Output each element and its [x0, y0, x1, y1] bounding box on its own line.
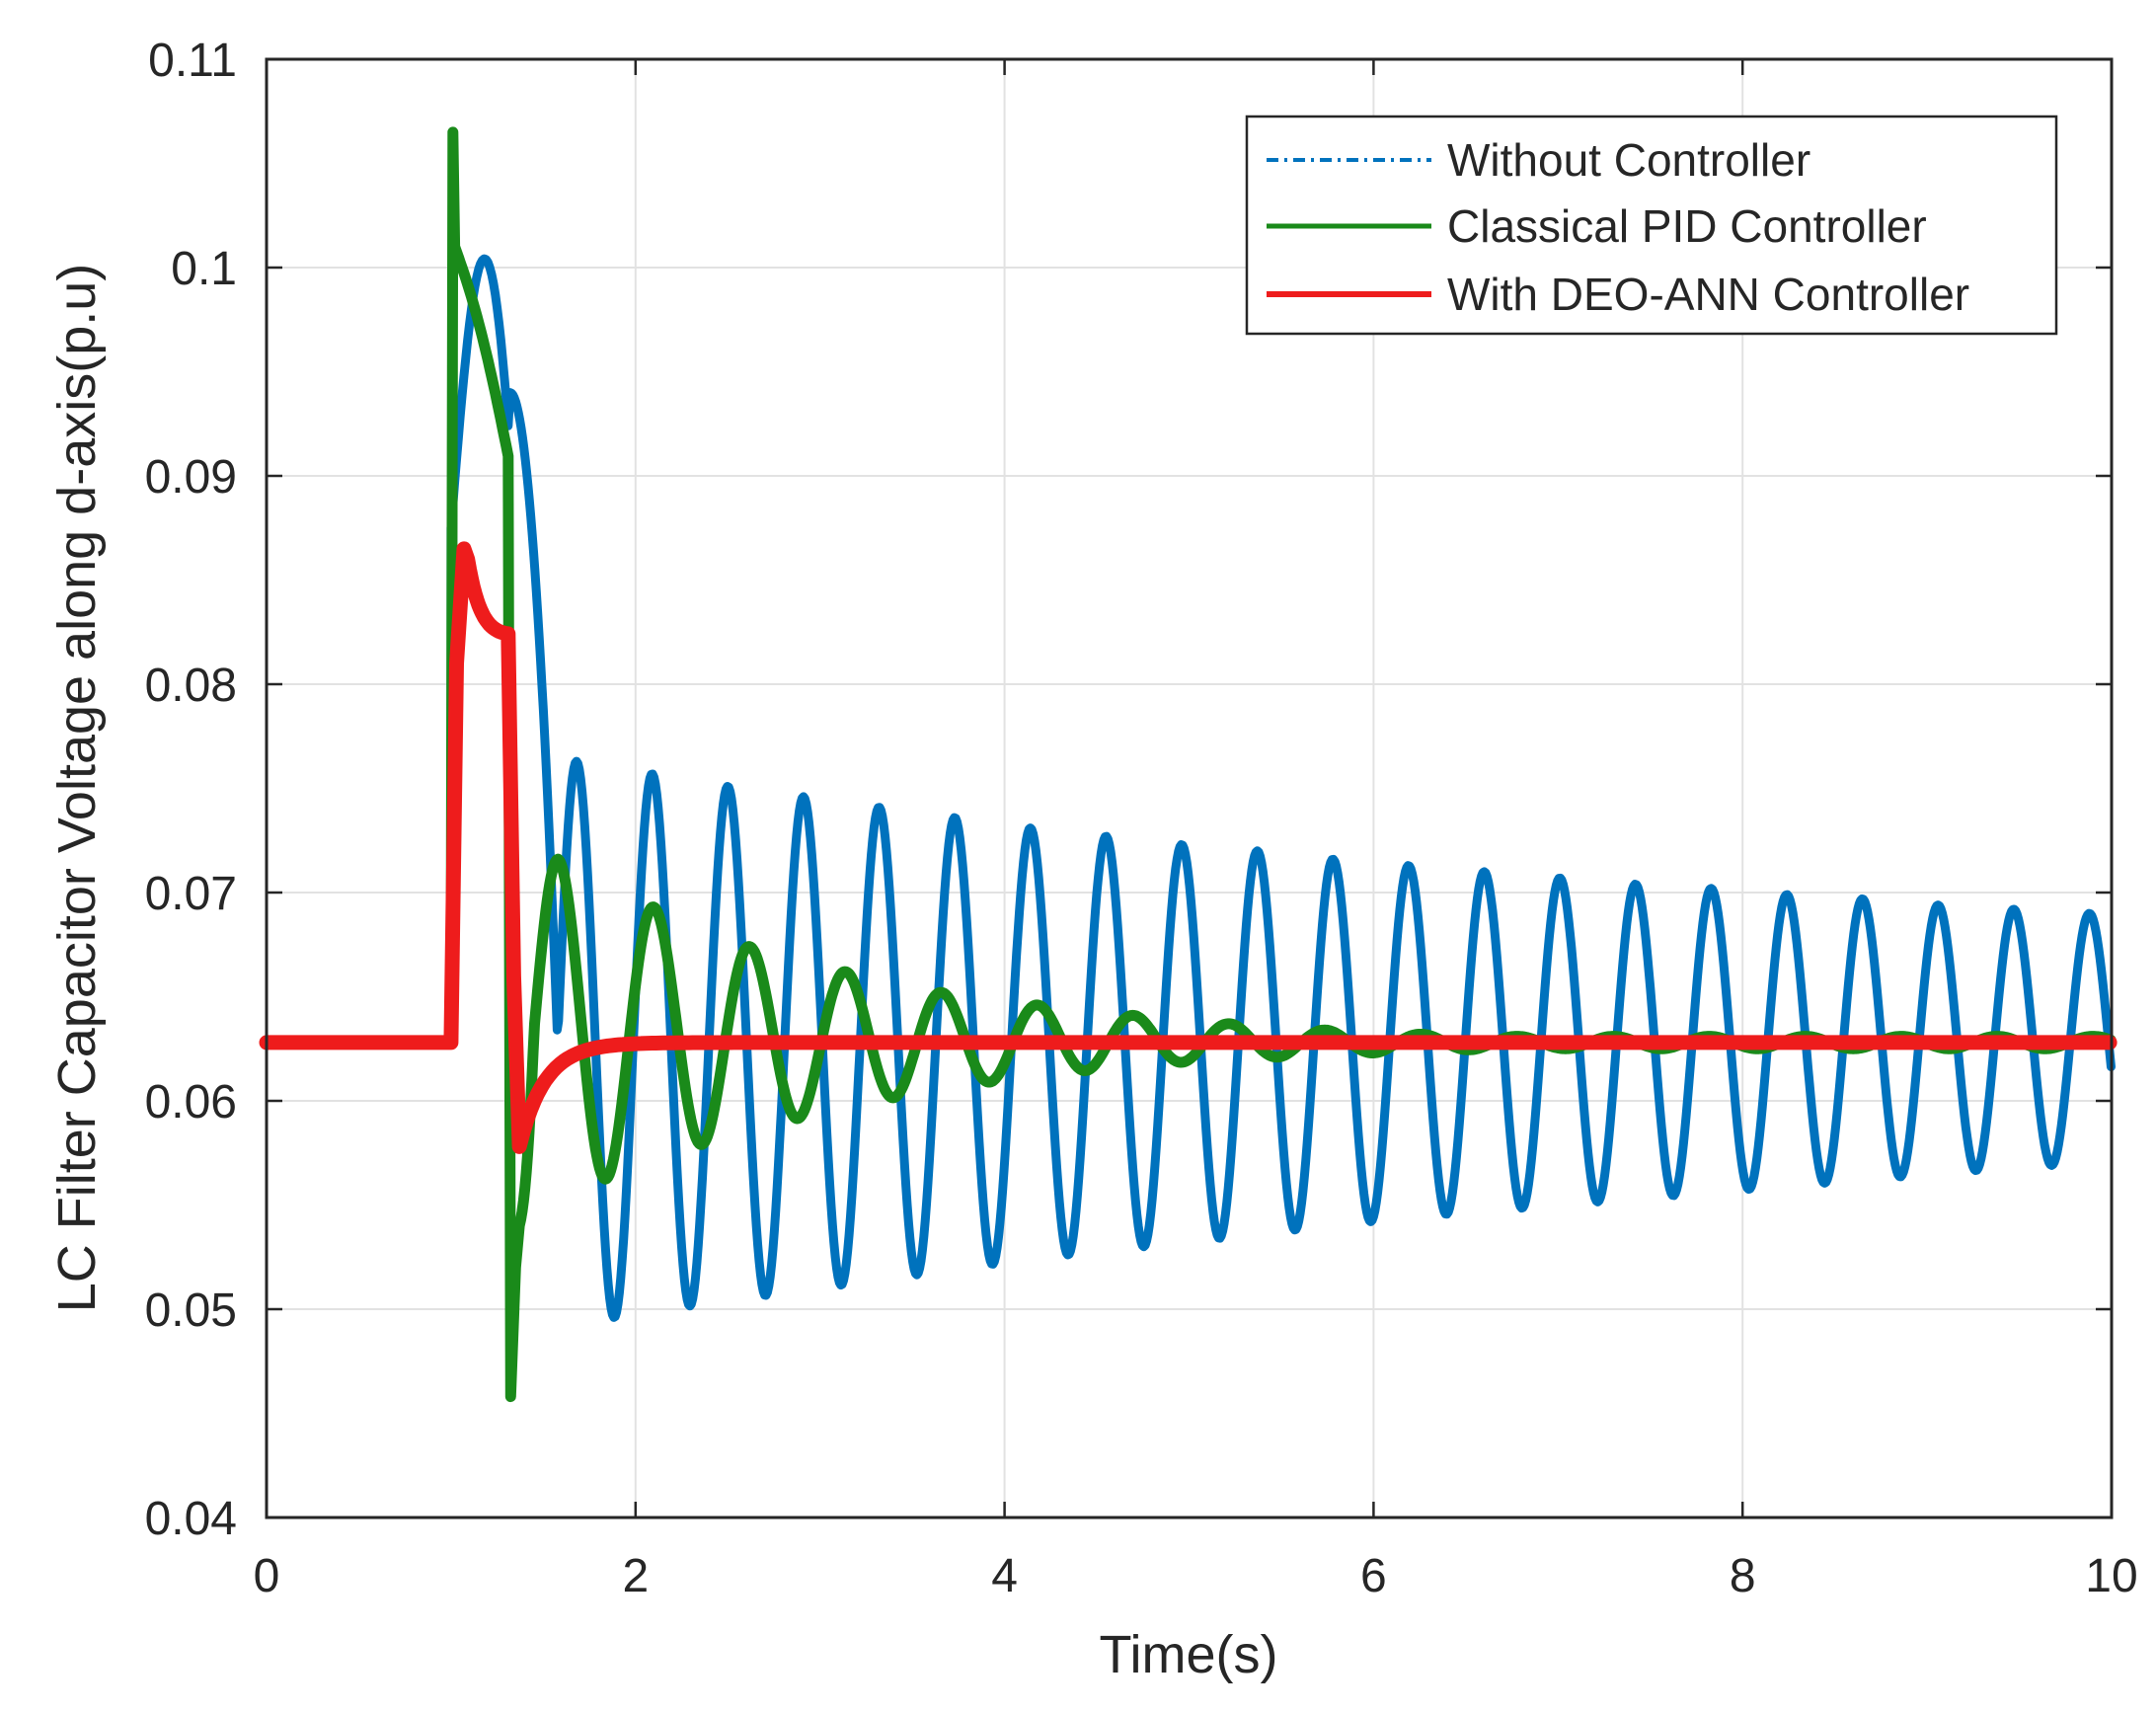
legend: Without Controller Classical PID Control…: [1245, 115, 2058, 336]
y-tick-label: 0.08: [145, 660, 237, 712]
series-line-without-controller: [262, 254, 2116, 1322]
y-tick-label: 0.04: [145, 1493, 237, 1545]
y-tick-label: 0.06: [145, 1076, 237, 1129]
y-tick-label: 0.09: [145, 451, 237, 504]
ticks: 0 2 4 6 8 10 0.04 0.05 0.06 0.07 0.08 0.09 0.1 0.11: [145, 35, 2138, 1602]
axes-frame: [265, 57, 2114, 1519]
x-tick-label: 0: [254, 1550, 280, 1602]
legend-label-classical-pid: Classical PID Controller: [1447, 200, 1927, 252]
y-axis-label: LC Filter Capacitor Voltage along d-axis…: [47, 264, 107, 1313]
y-tick-label: 0.07: [145, 868, 237, 920]
legend-label-deo-ann: With DEO-ANN Controller: [1447, 269, 1969, 320]
y-tick-label: 0.11: [148, 35, 237, 87]
y-tick-label: 0.05: [145, 1285, 237, 1337]
series-layer: [259, 126, 2118, 1403]
series-line-deo-ann: [259, 541, 2118, 1154]
x-tick-label: 2: [622, 1550, 649, 1602]
x-tick-label: 10: [2085, 1550, 2137, 1602]
y-tick-label: 0.1: [171, 243, 237, 295]
x-tick-label: 8: [1730, 1550, 1756, 1602]
x-axis-label: Time(s): [1100, 1625, 1278, 1684]
x-tick-label: 4: [991, 1550, 1018, 1602]
x-tick-label: 6: [1360, 1550, 1387, 1602]
legend-label-without-controller: Without Controller: [1447, 134, 1810, 186]
